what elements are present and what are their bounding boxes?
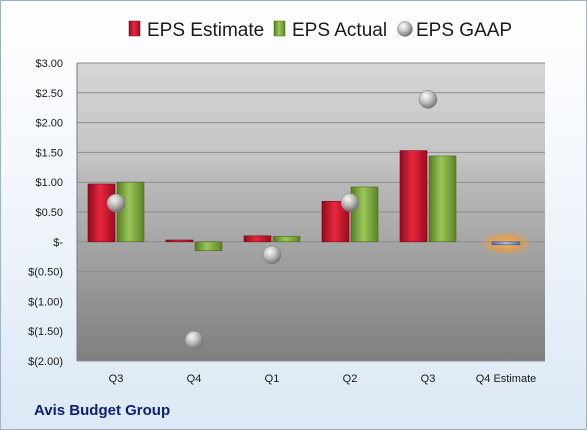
y-tick-label: $- (53, 237, 63, 249)
x-tick-label: Q3 (421, 373, 436, 385)
bar-q4-estimate (491, 241, 521, 246)
y-tick-label: $1.50 (35, 147, 63, 159)
y-tick-label: $(2.00) (28, 356, 63, 368)
bar-eps-estimate (165, 239, 194, 243)
bar-eps-actual (272, 236, 301, 243)
x-tick-label: Q2 (343, 373, 358, 385)
legend-eps-gaap-swatch (397, 21, 413, 37)
legend-eps-gaap: EPS GAAP (397, 20, 512, 41)
x-tick-label: Q4 Estimate (476, 373, 537, 385)
y-tick-label: $(1.50) (28, 326, 63, 338)
y-tick-label: $2.00 (35, 118, 63, 130)
legend-eps-estimate-swatch (128, 20, 141, 37)
bars (87, 150, 532, 256)
y-tick-label: $0.50 (35, 207, 63, 219)
grid-lines (77, 62, 545, 362)
x-axis: Q3 Q4 Q1 Q2 Q3 Q4 Estimate (109, 373, 537, 385)
y-tick-label: $3.00 (35, 58, 63, 70)
x-tick-label: Q4 (187, 373, 202, 385)
y-tick-label: $(0.50) (28, 267, 63, 279)
bar-eps-actual (194, 241, 223, 252)
legend-eps-actual-swatch (273, 20, 286, 37)
legend-eps-estimate: EPS Estimate (128, 20, 264, 41)
y-tick-label: $(1.00) (28, 296, 63, 308)
gaap-points (106, 90, 438, 350)
gaap-point (262, 245, 282, 265)
bar-eps-actual (116, 181, 145, 243)
gaap-point (340, 193, 360, 212)
bar-eps-actual (428, 155, 457, 243)
y-axis: $3.00 $2.50 $2.00 $1.50 $1.00 $0.50 $- $(0.50) $… (28, 58, 78, 368)
legend-eps-actual: EPS Actual (273, 20, 387, 41)
gaap-point (184, 330, 204, 350)
gaap-point (418, 90, 438, 109)
bar-eps-estimate (399, 150, 428, 243)
y-tick-label: $1.00 (35, 177, 63, 189)
legend: EPS Estimate EPS Actual EPS GAAP (128, 20, 512, 41)
legend-eps-actual-label: EPS Actual (292, 20, 387, 41)
gaap-point (106, 193, 126, 213)
legend-eps-gaap-label: EPS GAAP (416, 20, 512, 41)
x-tick-label: Q3 (109, 373, 124, 385)
legend-eps-estimate-label: EPS Estimate (147, 20, 264, 41)
x-tick-label: Q1 (265, 373, 280, 385)
company-name: Avis Budget Group (34, 402, 171, 419)
y-tick-label: $2.50 (35, 88, 63, 100)
bar-eps-estimate (87, 183, 116, 243)
bar-eps-estimate (243, 235, 272, 243)
